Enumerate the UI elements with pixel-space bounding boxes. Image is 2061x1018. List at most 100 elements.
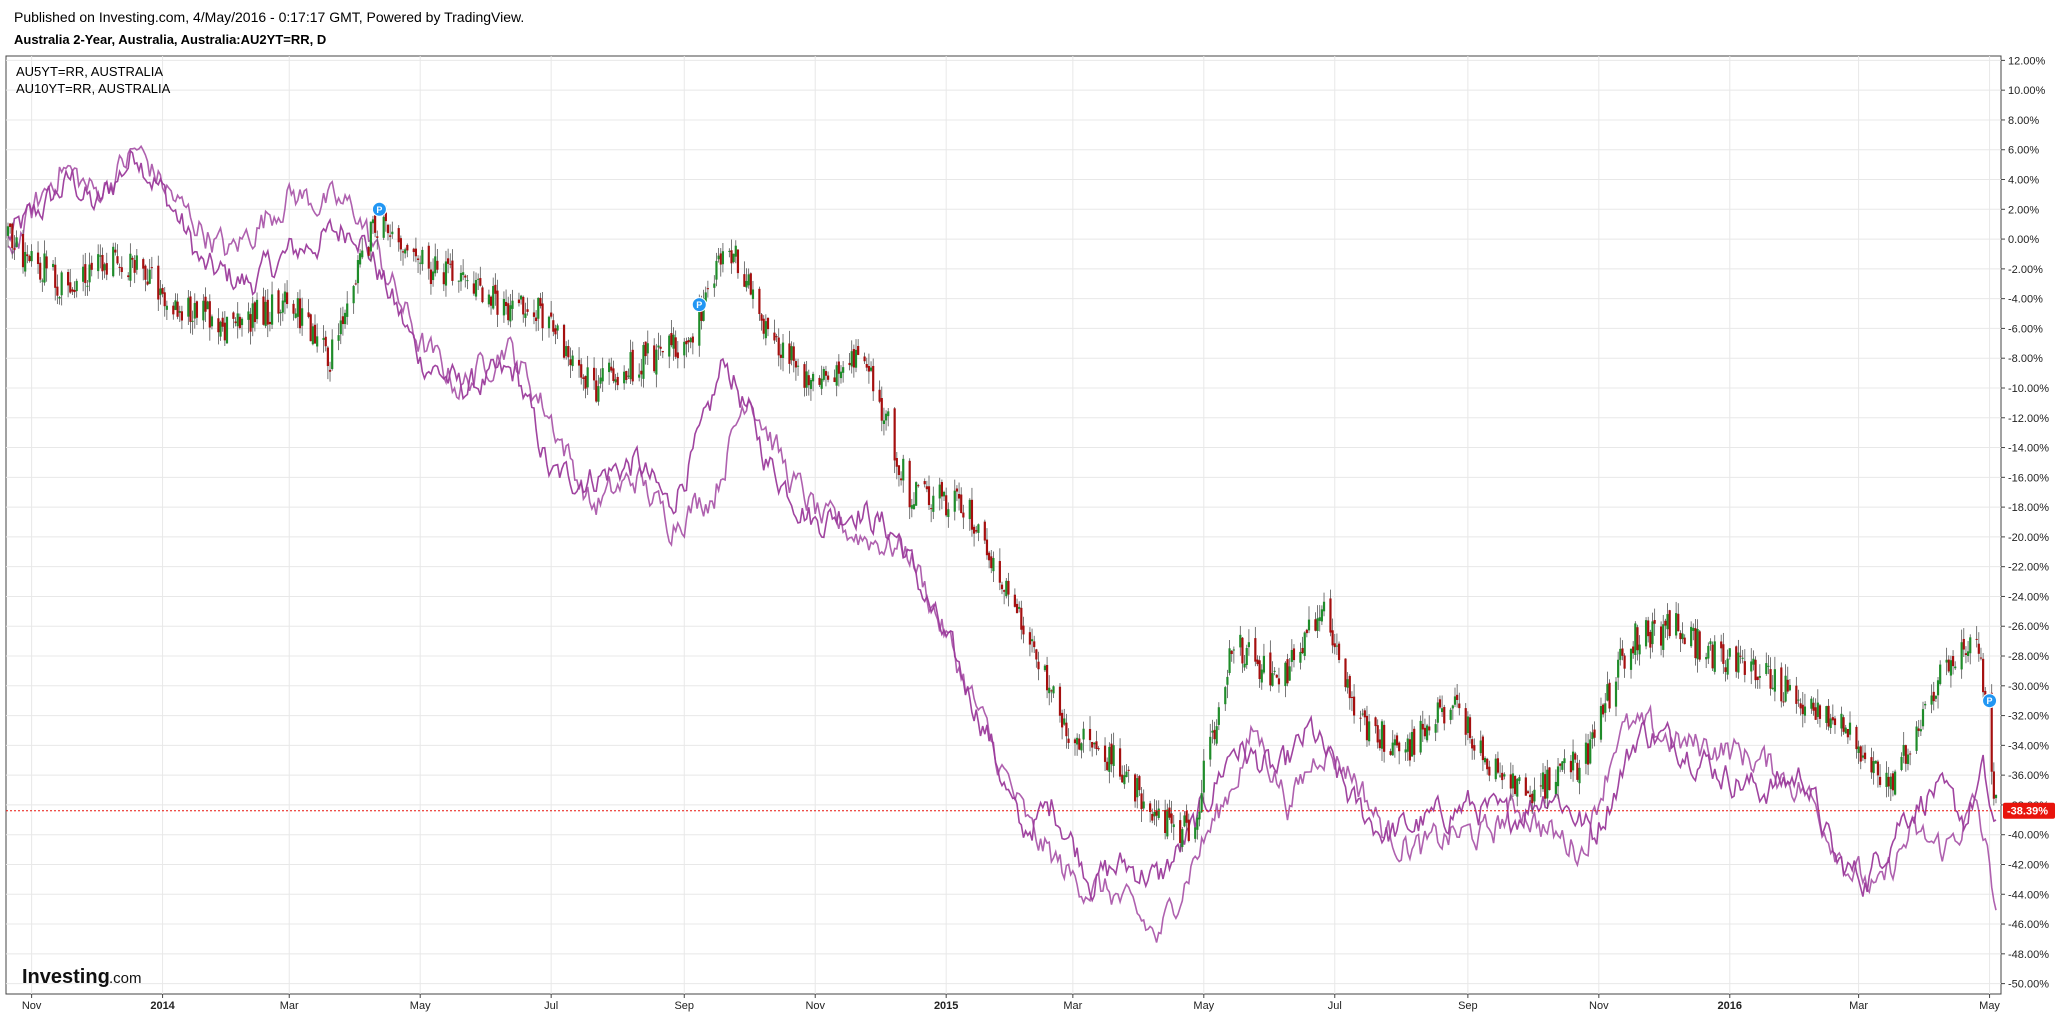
candle-body — [1782, 701, 1785, 703]
candle-body — [1091, 741, 1094, 748]
candle-body — [1136, 778, 1139, 798]
candle-body — [1786, 679, 1789, 692]
candle-body — [1404, 749, 1407, 753]
candle-body — [1076, 737, 1079, 745]
candle-body — [1833, 718, 1837, 726]
candle-body — [1599, 706, 1603, 740]
candle-body — [114, 249, 117, 253]
candle-body — [872, 365, 875, 392]
candle-body — [893, 408, 896, 461]
candle-body — [820, 378, 823, 389]
candle-body — [535, 317, 538, 321]
candle-body — [1018, 606, 1021, 609]
candle-body — [1681, 633, 1684, 640]
candle-body — [447, 258, 450, 264]
candle-body — [41, 280, 44, 282]
candle-body — [1659, 626, 1663, 646]
candle-body — [927, 486, 931, 506]
candle-body — [97, 254, 100, 272]
candle-body — [717, 255, 720, 260]
candle-body — [1003, 590, 1006, 592]
candle-body — [1273, 670, 1276, 672]
candle-body — [736, 249, 740, 274]
candle-body — [412, 248, 415, 253]
candle-body — [1990, 692, 1993, 772]
candle-body — [180, 311, 183, 321]
candle-body — [1677, 613, 1680, 632]
candle-body — [790, 346, 793, 361]
candle-body — [331, 339, 334, 370]
candle-body — [281, 300, 284, 313]
candle-body — [1516, 778, 1519, 797]
candle-body — [472, 283, 475, 294]
y-tick-label: -6.00% — [2008, 323, 2043, 335]
candle-body — [1690, 626, 1693, 647]
candle-body — [1638, 644, 1641, 655]
event-markers[interactable]: P P P — [371, 201, 1998, 709]
candle-body — [1320, 609, 1323, 622]
candle-body — [202, 300, 205, 321]
candle-body — [1352, 696, 1356, 716]
candle-body — [1574, 753, 1577, 760]
candle-body — [1413, 728, 1416, 755]
candle-body — [1619, 648, 1622, 660]
candle-body — [1769, 669, 1772, 689]
candle-body — [1211, 730, 1214, 733]
candle-body — [1698, 631, 1701, 660]
logo-suffix: .com — [109, 970, 142, 987]
candle-body — [1033, 641, 1036, 648]
candle-body — [1705, 657, 1708, 660]
y-tick-label: -14.00% — [2008, 443, 2049, 455]
candle-body — [1966, 651, 1970, 657]
candle-body — [777, 337, 780, 356]
candle-body — [1829, 718, 1832, 728]
candle-body — [1891, 773, 1895, 791]
candle-body — [608, 362, 611, 373]
candle-body — [11, 223, 14, 249]
candle-body — [732, 253, 735, 263]
candle-body — [749, 273, 752, 295]
candle-body — [1391, 742, 1394, 756]
event-marker[interactable] — [371, 201, 387, 217]
candle-body — [1636, 627, 1639, 651]
y-tick-label: -40.00% — [2008, 830, 2049, 842]
candle-body — [504, 301, 508, 307]
y-tick-label: 2.00% — [2008, 204, 2039, 216]
y-tick-label: -44.00% — [2008, 889, 2049, 901]
candle-body — [1301, 647, 1304, 654]
candle-body — [878, 389, 881, 402]
candle-body — [144, 265, 147, 280]
candle-body — [1653, 620, 1656, 624]
candle-body — [298, 298, 302, 329]
candle-body — [1825, 706, 1828, 723]
candle-body — [659, 346, 662, 349]
candle-body — [232, 312, 235, 319]
candle-body — [743, 274, 746, 287]
candle-body — [249, 314, 252, 332]
y-tick-label: -24.00% — [2008, 591, 2049, 603]
candle-body — [322, 337, 325, 340]
candle-body — [1773, 669, 1776, 692]
candle-body — [421, 249, 424, 265]
candle-body — [1361, 713, 1364, 715]
candle-body — [721, 251, 725, 265]
x-tick-label: 2015 — [934, 1000, 958, 1012]
candle-body — [240, 318, 244, 326]
candle-body — [1812, 702, 1815, 711]
candle-body — [552, 320, 555, 332]
candle-body — [1629, 648, 1633, 670]
candle-body — [1486, 758, 1489, 770]
candle-body — [571, 355, 574, 367]
x-tick-label: May — [1979, 1000, 2000, 1012]
candle-body — [103, 264, 106, 271]
candle-body — [255, 299, 259, 320]
candle-body — [1675, 613, 1678, 636]
event-marker[interactable] — [691, 297, 707, 313]
y-tick-label: -34.00% — [2008, 740, 2049, 752]
candle-body — [1314, 619, 1317, 631]
candle-body — [1921, 709, 1925, 727]
candle-body — [1496, 758, 1500, 773]
candle-body — [1788, 684, 1792, 691]
event-marker[interactable] — [1982, 693, 1998, 709]
